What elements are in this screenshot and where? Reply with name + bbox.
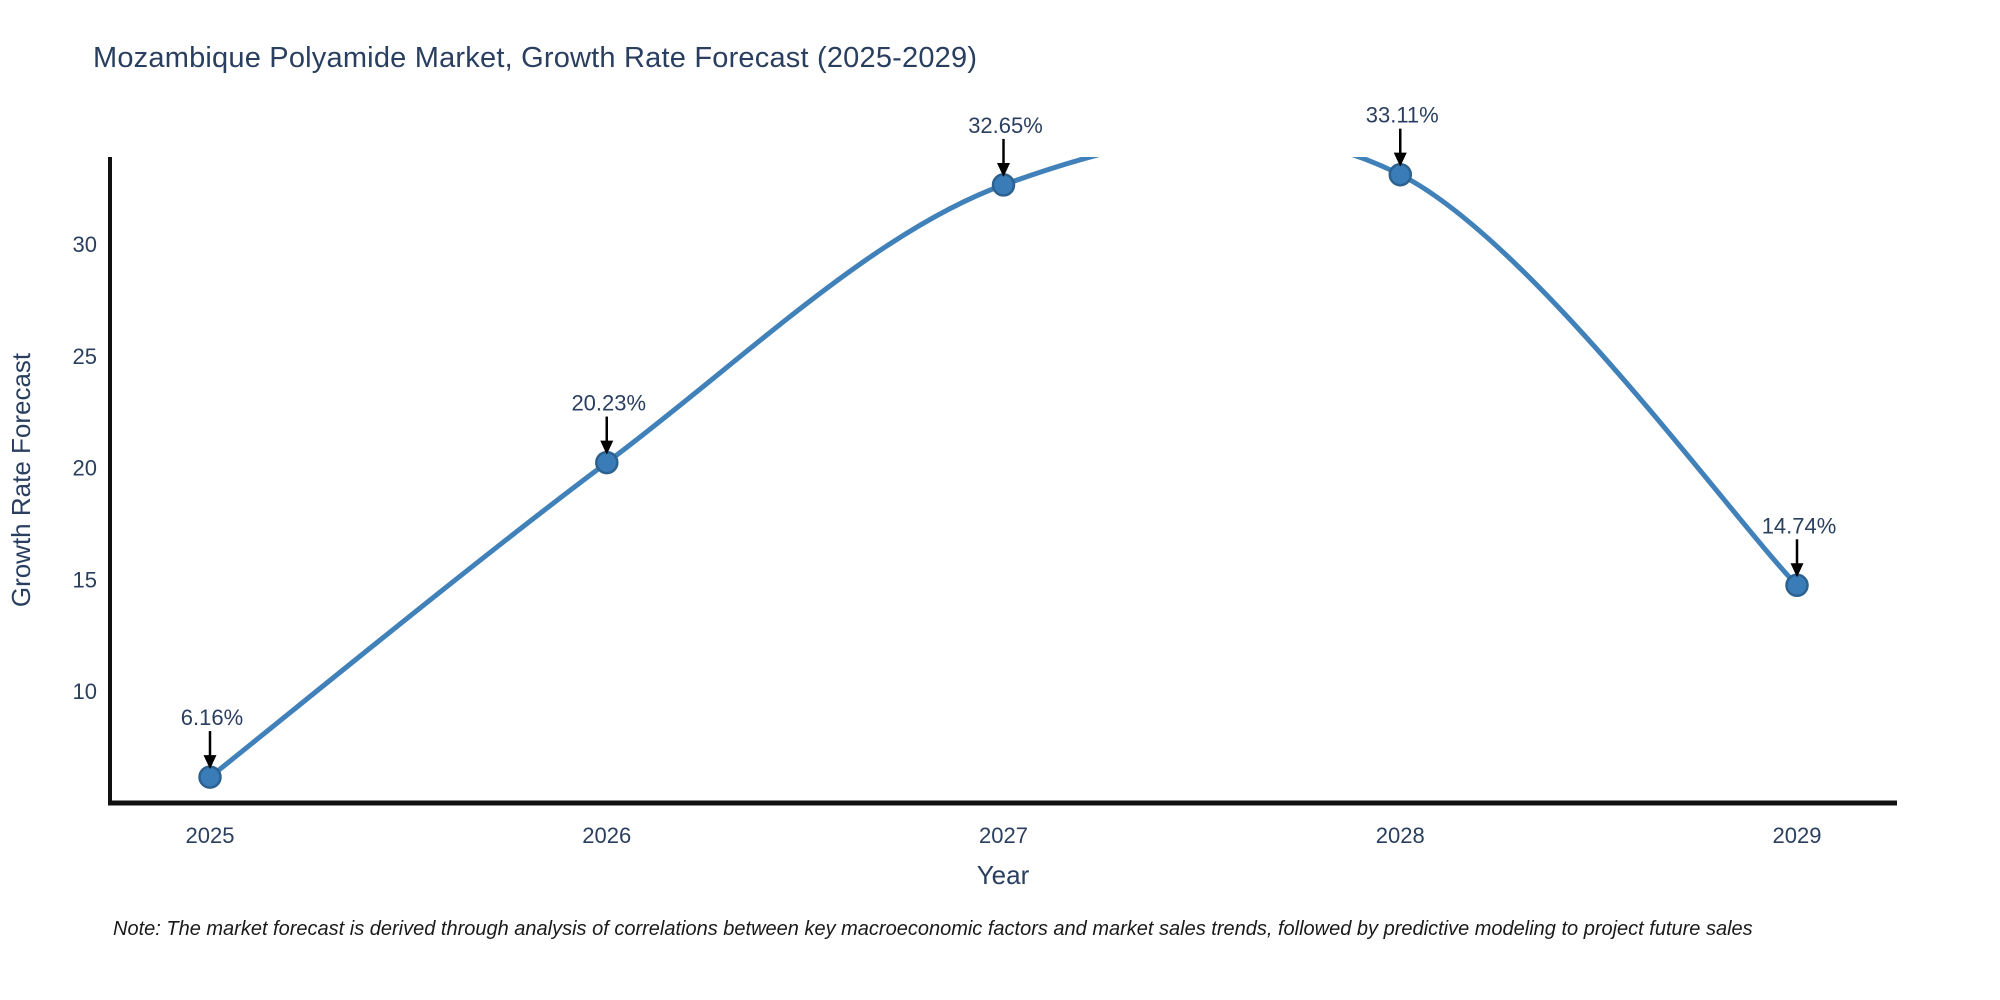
- x-tick-label: 2028: [1376, 823, 1425, 848]
- y-axis-title: Growth Rate Forecast: [6, 352, 36, 607]
- y-tick-label: 25: [73, 344, 97, 369]
- data-point-marker-2026[interactable]: [595, 450, 619, 475]
- annotation-arrowhead-icon: [1393, 152, 1407, 167]
- x-axis-title: Year: [977, 860, 1030, 890]
- y-tick-label: 15: [73, 567, 97, 592]
- y-tick-label: 20: [73, 456, 97, 481]
- annotation-value-label: 6.16%: [181, 705, 243, 730]
- footnote: Note: The market forecast is derived thr…: [113, 918, 1753, 940]
- forecast-spline-path: [207, 157, 1800, 780]
- data-point-marker-2025[interactable]: [198, 765, 222, 789]
- y-tick-label: 10: [73, 679, 97, 704]
- y-axis-tick-labels: 10 15 20 25 30: [73, 232, 97, 704]
- x-axis-tick-labels: 2025 2026 2027 2028 2029: [186, 823, 1822, 848]
- annotation-value-label: 33.11%: [1366, 103, 1439, 128]
- annotation-arrowhead-icon: [997, 162, 1010, 177]
- data-point-annotations: 6.16% 20.23% 32.65% 33.11% 14.74%: [181, 103, 1837, 770]
- x-tick-label: 2026: [582, 823, 631, 848]
- x-tick-label: 2027: [979, 823, 1028, 848]
- data-point-marker-2029[interactable]: [1785, 573, 1809, 598]
- annotation-value-label: 14.74%: [1762, 513, 1837, 538]
- data-point-marker-2028[interactable]: [1388, 162, 1413, 187]
- y-tick-label: 30: [73, 232, 97, 257]
- chart-title: Mozambique Polyamide Market, Growth Rate…: [93, 42, 978, 74]
- x-tick-label: 2025: [186, 823, 235, 848]
- annotation-value-label: 32.65%: [968, 113, 1043, 138]
- forecast-line-series: [207, 157, 1800, 780]
- annotation-value-label: 20.23%: [571, 391, 646, 416]
- annotation-arrowhead-icon: [600, 440, 614, 455]
- data-point-markers: [198, 162, 1809, 789]
- annotation-arrowhead-icon: [1790, 563, 1804, 578]
- annotation-arrowhead-icon: [203, 755, 217, 770]
- data-point-marker-2027[interactable]: [991, 173, 1016, 197]
- x-tick-label: 2029: [1773, 823, 1822, 848]
